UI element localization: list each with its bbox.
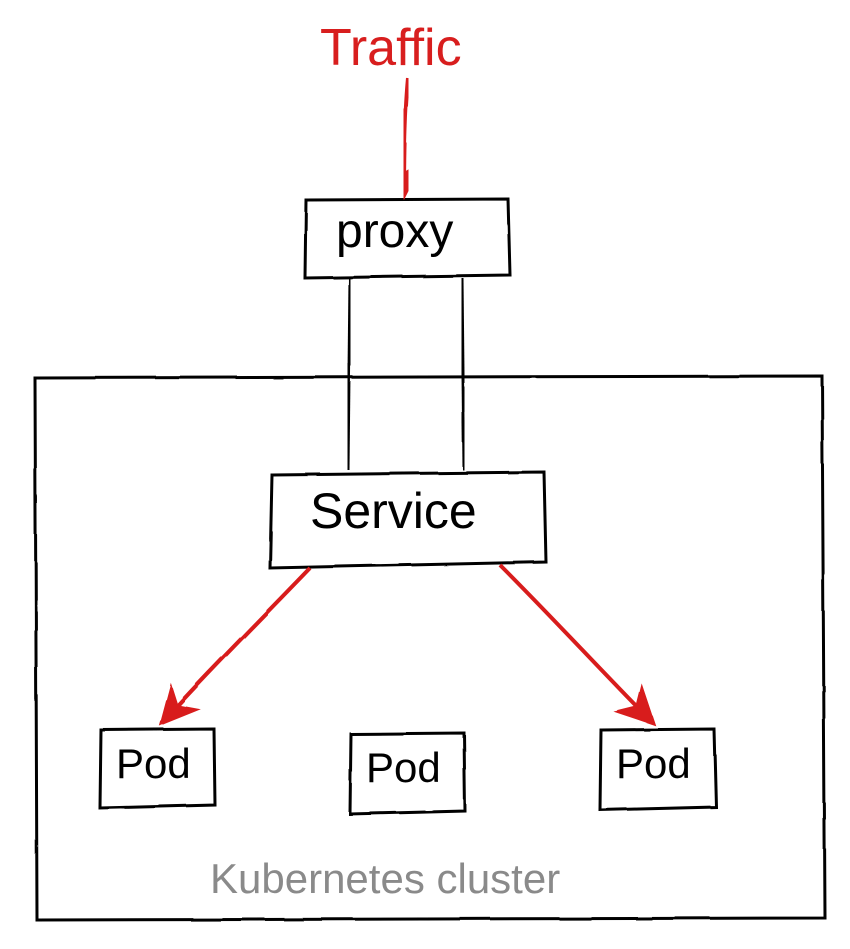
edge-traffic-proxy [404,78,408,196]
service-label: Service [310,482,477,540]
edge-service-pod3 [500,565,653,723]
traffic-label: Traffic [320,18,462,78]
edge-service-pod1 [162,568,310,723]
pod2-label: Pod [366,744,441,792]
cluster-label: Kubernetes cluster [210,855,560,903]
pod3-label: Pod [616,740,691,788]
cluster-box [35,376,825,920]
diagram-svg [0,0,850,949]
edge-proxy-service-right [462,278,464,470]
pod1-label: Pod [116,740,191,788]
proxy-label: proxy [336,204,453,259]
edge-proxy-service-left [348,278,350,470]
